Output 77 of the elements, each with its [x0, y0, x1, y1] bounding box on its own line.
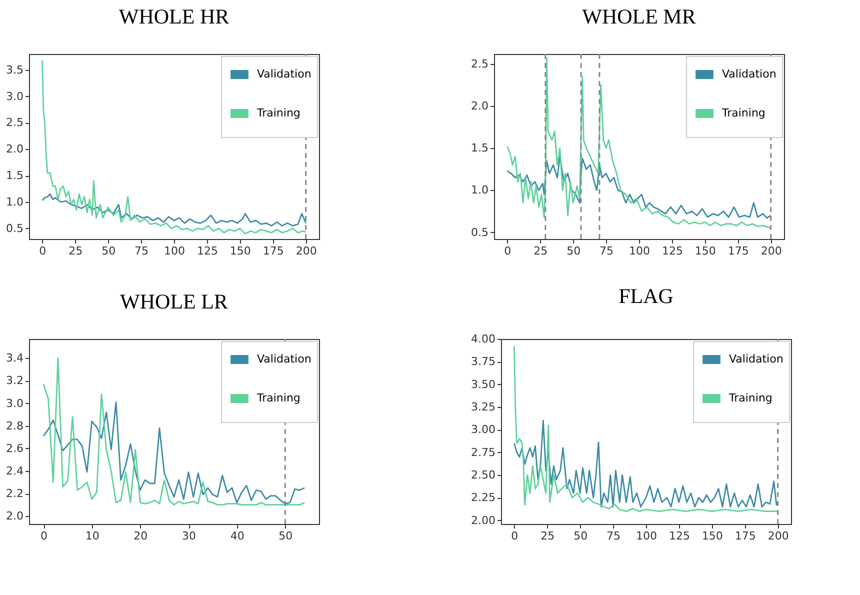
x-tick-label: 175 [734, 530, 756, 542]
x-tick-label: 25 [534, 244, 548, 258]
legend-label: Validation [257, 352, 312, 366]
x-tick-label: 150 [230, 244, 251, 258]
x-tick-label: 100 [636, 530, 657, 542]
x-tick-label: 30 [182, 530, 196, 542]
y-tick-label: 3.2 [6, 374, 24, 388]
x-tick-label: 125 [196, 244, 218, 258]
y-tick-label: 2.5 [471, 58, 488, 71]
x-tick-label: 125 [662, 244, 683, 258]
y-tick-label: 0.5 [471, 226, 488, 239]
x-tick-label: 175 [262, 244, 284, 258]
x-tick-label: 50 [102, 244, 116, 258]
x-tick-label: 20 [134, 530, 148, 542]
y-tick-label: 2.0 [6, 510, 24, 523]
x-tick-label: 100 [629, 244, 650, 258]
x-tick-label: 50 [574, 530, 588, 542]
x-tick-label: 200 [296, 244, 317, 258]
line-series [506, 156, 772, 219]
y-tick-label: 1.5 [6, 169, 24, 182]
line-series [513, 420, 779, 508]
x-tick-label: 0 [511, 530, 518, 542]
legend-label: Training [721, 106, 766, 120]
chart-title: WHOLE HR [118, 4, 230, 28]
y-tick-label: 2.75 [471, 446, 496, 459]
y-tick-label: 3.5 [6, 63, 24, 76]
y-tick-label: 2.0 [6, 142, 24, 156]
y-tick-label: 3.0 [6, 90, 24, 103]
y-tick-label: 1.0 [6, 196, 24, 208]
y-tick-label: 3.4 [6, 352, 24, 365]
y-tick-label: 3.50 [471, 378, 496, 391]
legend-label: Training [256, 106, 300, 120]
x-tick-label: 0 [40, 530, 48, 542]
y-tick-label: 4.00 [471, 332, 496, 346]
y-tick-label: 1.5 [471, 142, 488, 155]
legend-label: Validation [722, 68, 776, 80]
y-tick-label: 2.00 [471, 514, 496, 527]
y-tick-label: 0.5 [6, 222, 24, 235]
chart-title: WHOLE LR [120, 289, 228, 314]
y-tick-label: 2.5 [6, 116, 24, 130]
x-tick-label: 75 [606, 530, 621, 542]
y-tick-label: 2.50 [471, 468, 496, 482]
x-tick-label: 0 [504, 244, 512, 258]
line-series [41, 193, 307, 226]
legend-label: Training [728, 392, 772, 404]
x-tick-label: 200 [760, 244, 782, 258]
chart-title: FLAG [618, 284, 674, 308]
y-tick-label: 2.2 [6, 487, 24, 500]
x-tick-label: 100 [164, 244, 185, 258]
y-tick-label: 2.6 [6, 442, 24, 455]
y-tick-label: 3.25 [471, 400, 496, 414]
y-tick-label: 3.75 [471, 355, 496, 368]
legend-label: Training [256, 392, 300, 404]
y-tick-label: 1.0 [471, 184, 488, 197]
x-tick-label: 50 [278, 530, 293, 542]
x-tick-label: 200 [768, 530, 789, 542]
x-tick-label: 125 [668, 530, 690, 542]
x-tick-label: 150 [694, 244, 716, 258]
x-tick-label: 150 [702, 530, 723, 542]
x-tick-label: 50 [566, 244, 581, 258]
x-tick-label: 175 [728, 244, 749, 258]
x-tick-label: 0 [39, 244, 46, 258]
x-tick-label: 40 [230, 530, 244, 542]
x-tick-label: 25 [68, 244, 83, 258]
y-tick-label: 3.00 [471, 423, 496, 436]
x-tick-label: 75 [600, 244, 614, 258]
x-tick-label: 75 [134, 244, 149, 258]
chart-title: WHOLE MR [582, 4, 696, 28]
legend-label: Validation [257, 68, 312, 80]
y-tick-label: 2.0 [471, 100, 488, 113]
y-tick-label: 3.0 [6, 396, 24, 410]
x-tick-label: 25 [540, 530, 555, 542]
y-tick-label: 2.4 [6, 464, 24, 478]
x-tick-label: 10 [85, 530, 100, 542]
legend-label: Validation [729, 352, 784, 366]
y-tick-label: 2.8 [6, 419, 24, 432]
y-tick-label: 2.25 [471, 491, 496, 504]
